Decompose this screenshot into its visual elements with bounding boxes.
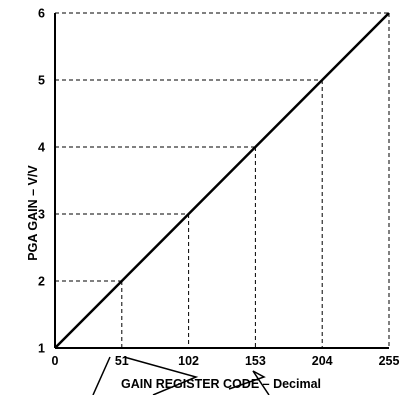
y-tick-label: 1: [38, 342, 45, 356]
callout-stroke: [228, 370, 270, 396]
y-tick-label: 4: [38, 141, 45, 155]
callout-stroke: [123, 356, 199, 396]
x-axis-label: GAIN REGISTER CODE – Decimal: [121, 377, 321, 391]
series-layer: [54, 12, 390, 349]
gain-line: [54, 12, 390, 349]
y-tick-label: 2: [38, 275, 45, 289]
y-tick-label: 6: [38, 7, 45, 21]
axis-layer: [54, 13, 389, 349]
x-tick-label: 0: [52, 354, 59, 368]
grid-layer: [55, 12, 390, 348]
x-tick-label: 153: [245, 354, 266, 368]
x-tick-label: 51: [115, 354, 129, 368]
tick-layer: 1 2 3 4 5 6 0 51 102 153 204 255: [38, 7, 399, 369]
callout-stroke: [92, 356, 111, 396]
x-tick-label: 255: [379, 354, 400, 368]
y-tick-label: 5: [38, 74, 45, 88]
callout-layer: [92, 356, 270, 396]
y-axis-label: PGA GAIN – V/V: [26, 165, 40, 261]
y-tick-label: 3: [38, 208, 45, 222]
x-tick-label: 102: [178, 354, 199, 368]
x-tick-label: 204: [312, 354, 333, 368]
